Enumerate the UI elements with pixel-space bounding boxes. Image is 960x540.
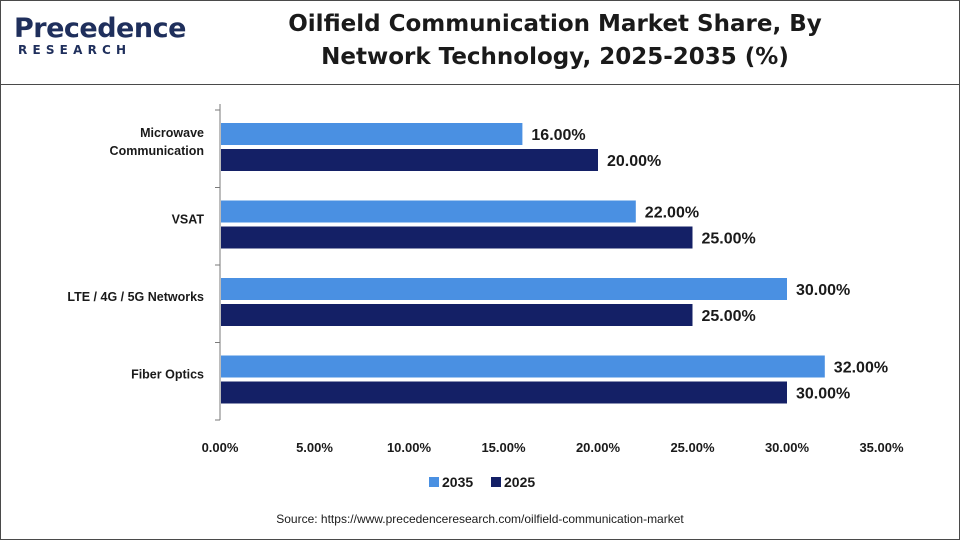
header: Precedence RESEARCH Oilfield Communicati… bbox=[0, 0, 960, 85]
bar-2035-3 bbox=[221, 278, 787, 300]
legend-swatch-2025 bbox=[491, 477, 501, 487]
x-tick-label: 35.00% bbox=[859, 440, 904, 455]
category-label: Fiber Optics bbox=[131, 368, 204, 382]
data-label: 20.00% bbox=[607, 153, 661, 170]
category-label: VSAT bbox=[172, 213, 205, 227]
bar-2025-4 bbox=[221, 381, 787, 404]
data-label: 16.00% bbox=[531, 127, 585, 144]
bar-2025-3 bbox=[221, 304, 693, 326]
bar-2035-1 bbox=[221, 123, 523, 145]
x-tick-label: 25.00% bbox=[670, 440, 715, 455]
x-tick-label: 20.00% bbox=[576, 440, 621, 455]
data-label: 32.00% bbox=[834, 360, 888, 377]
x-tick-label: 30.00% bbox=[765, 440, 810, 455]
logo-subtitle: RESEARCH bbox=[18, 43, 132, 57]
data-label: 25.00% bbox=[702, 308, 756, 325]
category-label: LTE / 4G / 5G Networks bbox=[67, 290, 204, 304]
data-label: 22.00% bbox=[645, 205, 699, 222]
legend-label-2025: 2025 bbox=[504, 474, 535, 490]
precedence-research-logo: Precedence RESEARCH bbox=[14, 12, 186, 64]
category-label: Microwave Communication bbox=[110, 126, 204, 158]
x-tick-label: 5.00% bbox=[296, 440, 333, 455]
legend-label-2035: 2035 bbox=[442, 474, 473, 490]
x-tick-label: 0.00% bbox=[202, 440, 239, 455]
bar-2035-2 bbox=[221, 200, 636, 223]
bar-2025-2 bbox=[221, 226, 693, 249]
source-note: Source: https://www.precedenceresearch.c… bbox=[276, 512, 684, 526]
x-tick-label: 10.00% bbox=[387, 440, 432, 455]
logo-wordmark: Precedence bbox=[14, 13, 186, 44]
data-label: 30.00% bbox=[796, 282, 850, 299]
data-label: 25.00% bbox=[702, 231, 756, 248]
bar-2035-4 bbox=[221, 355, 825, 378]
data-label: 30.00% bbox=[796, 386, 850, 403]
chart-title: Oilfield Communication Market Share, By … bbox=[288, 11, 822, 70]
x-tick-label: 15.00% bbox=[481, 440, 526, 455]
bar-2025-1 bbox=[221, 149, 598, 171]
legend-swatch-2035 bbox=[429, 477, 439, 487]
